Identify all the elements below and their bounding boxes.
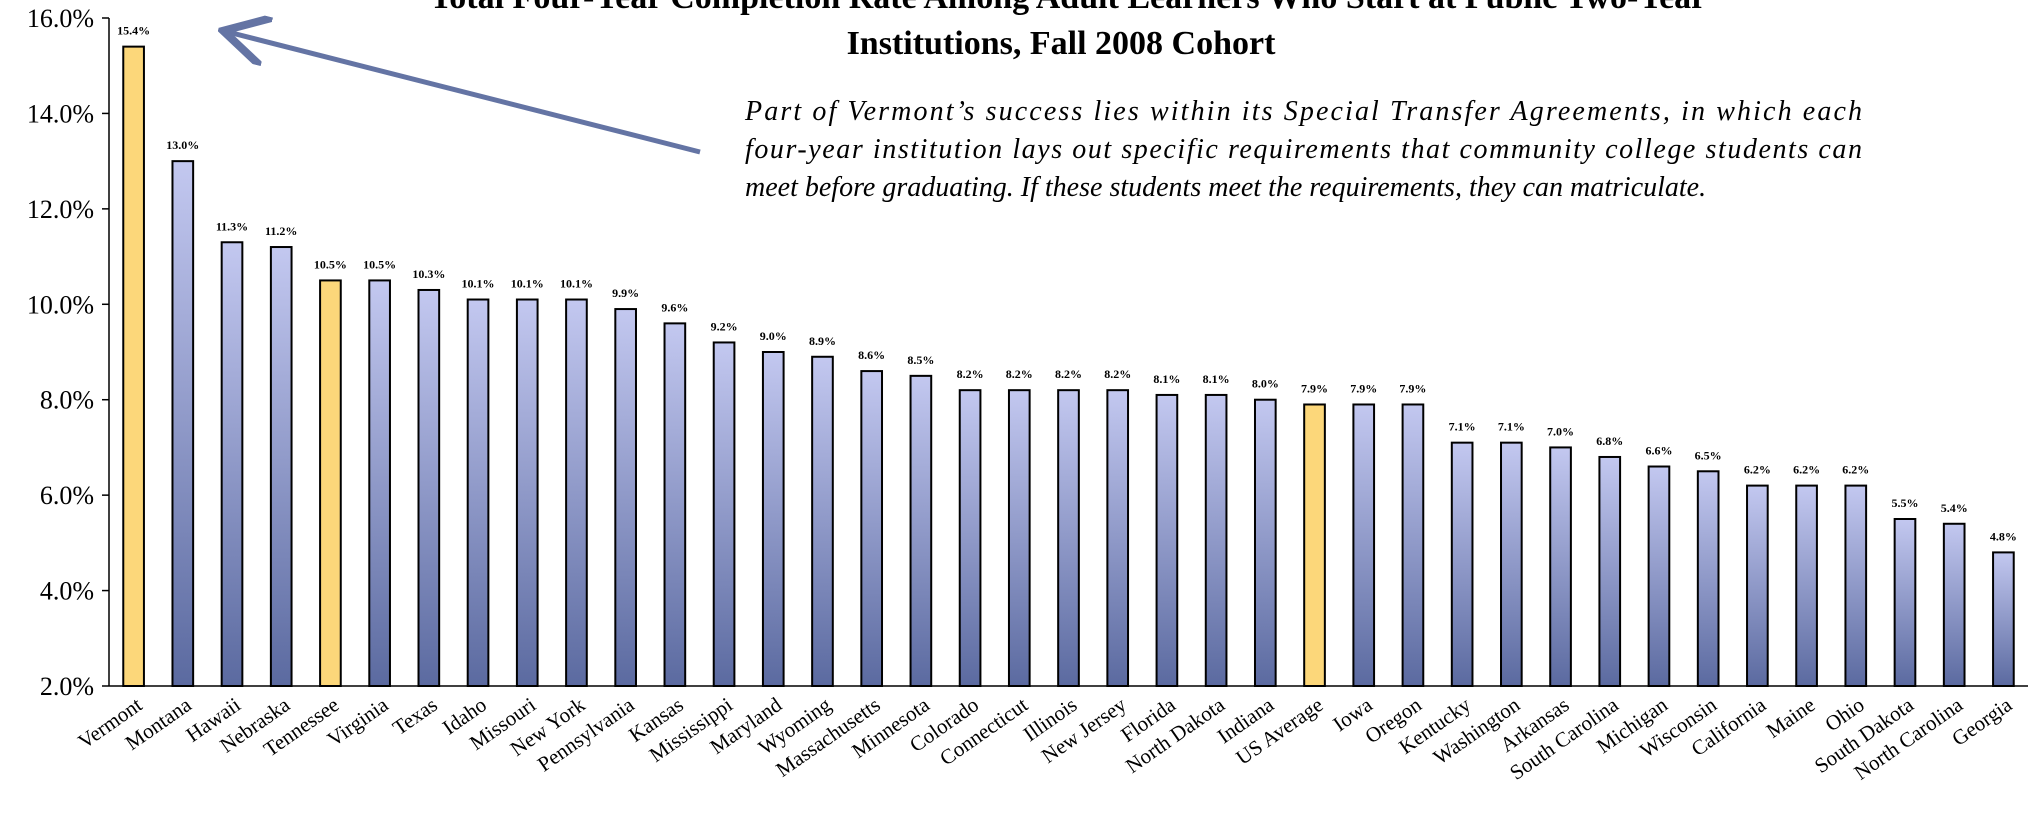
data-label: 8.9% — [809, 334, 836, 348]
data-label: 10.1% — [511, 277, 544, 291]
bar-nebraska — [269, 246, 293, 687]
bars — [122, 45, 2015, 688]
bar-minnesota — [909, 374, 933, 687]
bar-tennessee — [319, 279, 342, 687]
chart-title-line-2: Institutions, Fall 2008 Cohort — [847, 25, 1276, 62]
data-label: 8.1% — [1203, 372, 1230, 386]
chart-title-line-1: Total Four-Year Completion Rate Among Ad… — [430, 0, 1707, 16]
data-label: 4.8% — [1990, 529, 2017, 543]
bar-montana — [171, 160, 195, 687]
y-tick-label: 16.0% — [27, 4, 94, 33]
bar-vermont — [122, 45, 145, 687]
bar-kentucky — [1450, 441, 1474, 687]
annotation-arrow — [228, 32, 701, 155]
bar-kansas — [663, 322, 687, 687]
y-tick-label: 10.0% — [27, 290, 94, 319]
data-label: 8.2% — [1055, 367, 1082, 381]
data-label: 7.0% — [1547, 424, 1574, 438]
data-label: 15.4% — [117, 24, 150, 38]
bar-arkansas — [1549, 446, 1572, 687]
data-label: 8.2% — [957, 367, 984, 381]
x-tick-label: Maine — [1762, 692, 1820, 742]
data-label: 9.2% — [711, 319, 738, 333]
bar-colorado — [958, 389, 982, 687]
data-label: 9.0% — [760, 329, 787, 343]
y-tick-label: 4.0% — [40, 577, 94, 606]
data-label: 7.1% — [1498, 420, 1525, 434]
bar-idaho — [466, 298, 490, 687]
data-label: 11.3% — [216, 219, 248, 233]
bar-new-york — [565, 298, 588, 687]
bar-georgia — [1992, 551, 2015, 688]
bar-new-jersey — [1106, 389, 1130, 687]
data-label: 5.5% — [1891, 496, 1918, 510]
data-label: 6.8% — [1596, 434, 1623, 448]
bar-wisconsin — [1696, 470, 1720, 687]
bar-hawaii — [220, 241, 244, 687]
data-label: 6.2% — [1842, 463, 1869, 477]
data-label: 8.2% — [1104, 367, 1131, 381]
bar-wyoming — [811, 355, 834, 687]
data-label: 6.2% — [1793, 463, 1820, 477]
bar-iowa — [1352, 403, 1376, 687]
bar-virginia — [368, 279, 391, 687]
data-label: 8.1% — [1153, 372, 1180, 386]
data-label: 6.5% — [1695, 448, 1722, 462]
bar-south-dakota — [1893, 518, 1917, 687]
data-label: 7.9% — [1399, 381, 1426, 395]
data-label: 8.2% — [1006, 367, 1033, 381]
data-label: 10.3% — [412, 267, 445, 281]
y-axis-ticks: 2.0% 4.0% 6.0% 8.0% 10.0% 12.0% 14.0% 16.0% — [27, 4, 109, 701]
x-tick-label: Texas — [388, 692, 442, 740]
y-tick-label: 8.0% — [40, 386, 94, 415]
data-label: 10.5% — [363, 257, 396, 271]
data-label: 8.0% — [1252, 377, 1279, 391]
bar-maine — [1795, 484, 1818, 687]
data-label: 9.9% — [612, 286, 639, 300]
bar-indiana — [1253, 398, 1277, 687]
data-label: 5.4% — [1941, 501, 1968, 515]
data-labels: 15.4% 13.0% 11.3% 11.2% 10.5% 10.5% 10.3% 10.1%… — [117, 24, 2017, 544]
bar-north-dakota — [1204, 393, 1228, 687]
data-label: 7.9% — [1350, 381, 1377, 395]
data-label: 10.1% — [560, 277, 593, 291]
bar-missouri — [515, 298, 539, 687]
bar-maryland — [761, 351, 785, 687]
bar-washington — [1500, 441, 1523, 687]
data-label: 6.2% — [1744, 463, 1771, 477]
annotation-line-1: Part of Vermont’s success lies within it… — [744, 96, 1862, 127]
bar-mississippi — [712, 341, 736, 687]
bar-pennsylvania — [614, 308, 637, 687]
data-label: 7.9% — [1301, 381, 1328, 395]
data-label: 8.5% — [907, 353, 934, 367]
bar-california — [1746, 484, 1769, 687]
y-tick-label: 12.0% — [27, 195, 94, 224]
y-tick-label: 2.0% — [40, 672, 94, 701]
bar-ohio — [1844, 484, 1868, 687]
data-label: 13.0% — [166, 138, 199, 152]
bar-michigan — [1647, 465, 1671, 687]
data-label: 10.1% — [462, 277, 495, 291]
data-label: 10.5% — [314, 257, 347, 271]
data-label: 8.6% — [858, 348, 885, 362]
y-tick-label: 6.0% — [40, 481, 94, 510]
data-label: 6.6% — [1645, 444, 1672, 458]
bar-south-carolina — [1598, 455, 1622, 687]
bar-florida — [1155, 393, 1179, 687]
data-label: 7.1% — [1449, 420, 1476, 434]
data-label: 11.2% — [265, 224, 297, 238]
y-tick-label: 14.0% — [27, 99, 94, 128]
bar-massachusetts — [860, 370, 884, 687]
data-label: 9.6% — [661, 300, 688, 314]
annotation-line-3: meet before graduating. If these student… — [745, 172, 1706, 203]
bar-oregon — [1401, 403, 1425, 687]
x-axis-tick-labels: VermontMontanaHawaiiNebraskaTennesseeVir… — [73, 692, 2016, 785]
annotation-line-2: four-year institution lays out specific … — [745, 134, 1862, 165]
bar-us-average — [1303, 403, 1326, 687]
bar-texas — [417, 288, 441, 687]
bar-illinois — [1057, 389, 1080, 687]
bar-north-carolina — [1942, 522, 1966, 687]
bar-connecticut — [1007, 389, 1031, 687]
